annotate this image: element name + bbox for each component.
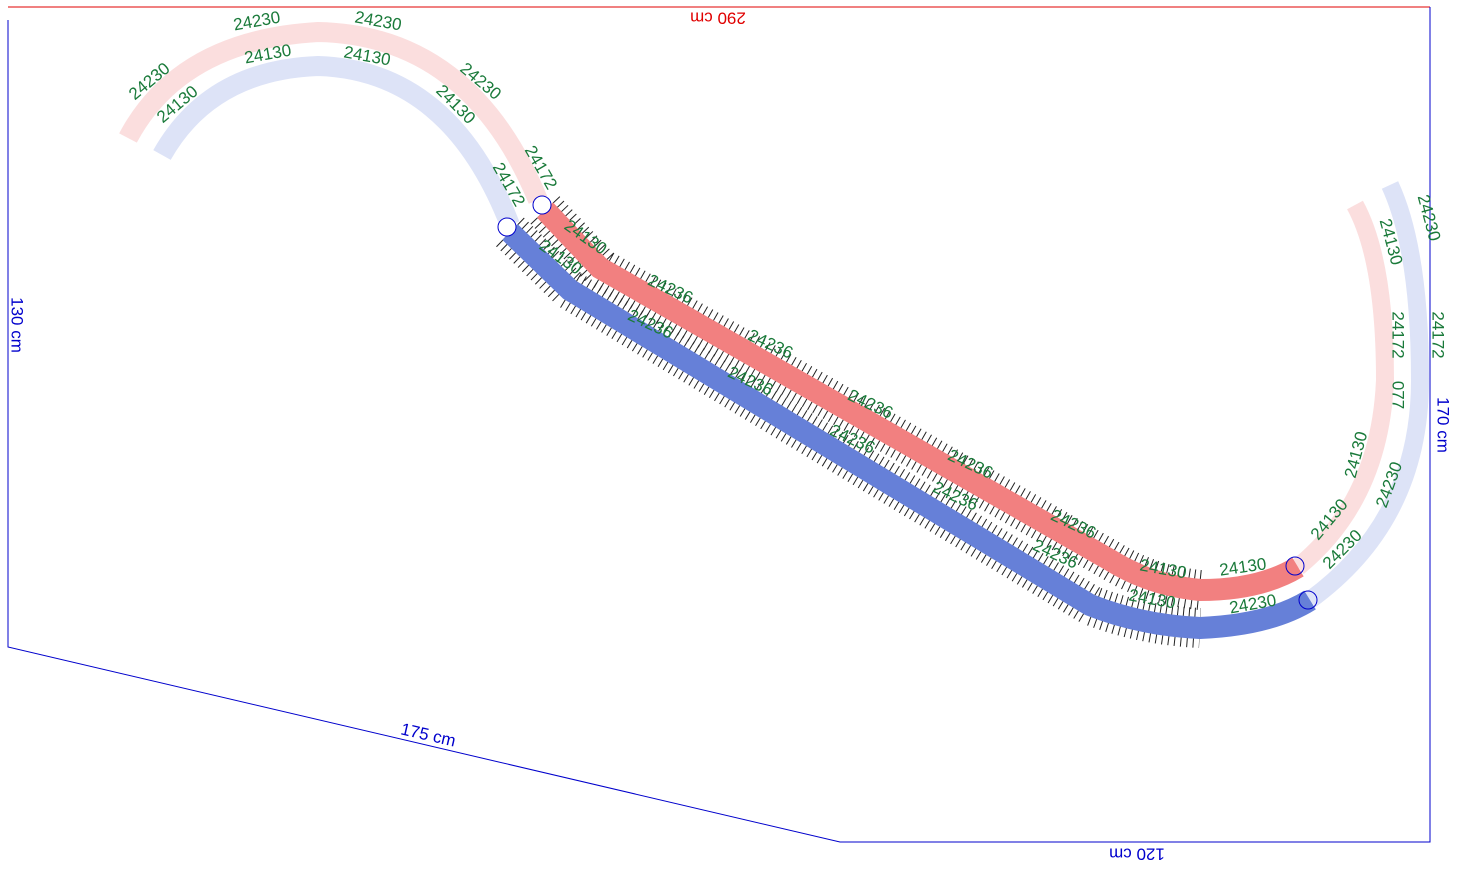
- track-pink: [537, 202, 1304, 602]
- track-blue: [502, 224, 1316, 640]
- dimension-label: 290 cm: [690, 9, 746, 28]
- track-end: [1298, 590, 1318, 610]
- dimension-label: 170 cm: [1434, 397, 1453, 453]
- track-label: 24172: [1429, 311, 1448, 358]
- track-end: [1285, 556, 1305, 576]
- track-label: 077: [1389, 381, 1408, 409]
- track-label: 24230: [1414, 192, 1445, 243]
- track-outline-pink: [119, 21, 548, 204]
- track-label: 24172: [1389, 311, 1408, 358]
- board-edge: [7, 7, 1431, 843]
- track-outline-blue: [153, 55, 520, 229]
- track-end: [497, 217, 517, 237]
- dimension-label: 130 cm: [8, 297, 27, 353]
- dimension-label: 120 cm: [1109, 845, 1165, 864]
- track-outline-pink: [1292, 200, 1395, 574]
- track-end: [532, 195, 552, 215]
- track-outline-blue: [1304, 181, 1430, 608]
